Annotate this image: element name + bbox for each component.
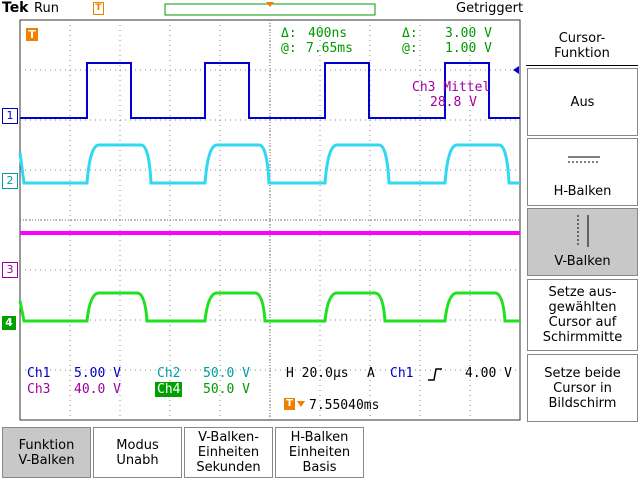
ch4-trace: [18, 291, 520, 323]
menu-text: Schirmmitte: [542, 330, 623, 345]
ch2-trace: [18, 143, 520, 185]
cursor-value: 7.65ms: [306, 41, 353, 56]
menu-text: V-Balken: [18, 452, 75, 468]
trigger-state: Getriggert: [456, 1, 524, 16]
cursor-label: Δ:: [281, 26, 297, 41]
menu-text: Funktion: [18, 437, 75, 453]
cursor-label: @:: [281, 41, 297, 56]
channel-name: Ch2: [157, 366, 181, 381]
side-menu-button[interactable]: Aus: [527, 68, 638, 136]
menu-text: V-Balken: [554, 254, 611, 269]
menu-text: Setze beide: [544, 365, 621, 381]
menu-title: Cursor- Funktion: [526, 26, 638, 66]
channel-marker: 2: [2, 173, 18, 189]
trigger-position: 7.55040ms: [309, 398, 380, 413]
channel-scale: 50.0 V: [203, 382, 250, 397]
cursor-label: @:: [402, 41, 418, 56]
menu-text: Setze aus-: [548, 285, 617, 300]
channel-marker: 4: [2, 316, 16, 330]
measurement-label: Ch3 Mittel: [412, 80, 491, 95]
vbar-icon: [577, 215, 589, 247]
menu-text: Modus: [116, 437, 159, 453]
cursor-value: 1.00 V: [445, 41, 492, 56]
bottom-menu-button[interactable]: Modus Unabh: [93, 427, 182, 478]
channel-name: Ch1: [27, 366, 51, 381]
trigger-source: Ch1: [390, 366, 414, 381]
channel-scale: 5.00 V: [74, 366, 121, 381]
menu-text: gewählten: [548, 300, 617, 315]
channel-scale: 40.0 V: [74, 382, 121, 397]
trigger-level: 4.00 V: [465, 366, 512, 381]
menu-text: Cursor-: [558, 30, 606, 46]
side-menu-button[interactable]: Setze aus-gewählten Cursor auf Schirmmitte: [527, 279, 638, 351]
bottom-menu-button[interactable]: H-Balken Einheiten Basis: [275, 427, 364, 478]
channel-scale: 50.0 V: [203, 366, 250, 381]
channel-marker: 3: [2, 262, 18, 278]
menu-text: Aus: [570, 94, 595, 110]
menu-text: H-Balken: [553, 184, 612, 199]
hbar-icon: [568, 156, 600, 163]
ch1-trace: [20, 62, 520, 119]
horizontal-scale: H 20.0µs: [286, 366, 349, 381]
channel-name: Ch4: [155, 382, 183, 397]
menu-text: Cursor auf: [548, 315, 617, 330]
menu-text: Einheiten: [288, 445, 351, 460]
menu-text: V-Balken-: [198, 430, 259, 445]
cursor-value: 400ns: [308, 26, 348, 41]
menu-text: Cursor in: [553, 380, 612, 396]
trigger-position-icon: T: [284, 398, 295, 410]
side-menu-button[interactable]: Setze beide Cursor in Bildschirm: [527, 354, 638, 422]
side-menu-button[interactable]: V-Balken: [527, 208, 638, 276]
cursor-value: 3.00 V: [445, 26, 492, 41]
menu-text: H-Balken: [290, 430, 349, 445]
channel-name: Ch3: [27, 382, 51, 397]
trigger-mode: A: [367, 366, 375, 381]
menu-text: Sekunden: [196, 460, 261, 475]
brand: Tek: [2, 0, 29, 16]
menu-text: Basis: [302, 460, 337, 475]
run-status: Run: [34, 1, 59, 16]
trigger-marker: T: [93, 2, 104, 15]
menu-text: Unabh: [116, 452, 159, 468]
channel-marker: 1: [2, 108, 18, 124]
menu-text: Bildschirm: [548, 395, 617, 411]
menu-text: Einheiten: [197, 445, 260, 460]
cursor-label: Δ:: [402, 26, 418, 41]
measurement-value: 28.8 V: [430, 95, 477, 110]
bottom-menu-button[interactable]: Funktion V-Balken: [2, 427, 91, 478]
trigger-position-marker: T: [26, 28, 38, 41]
bottom-menu-button[interactable]: V-Balken- Einheiten Sekunden: [184, 427, 273, 478]
side-menu-button[interactable]: H-Balken: [527, 138, 638, 206]
menu-text: Funktion: [554, 45, 610, 61]
